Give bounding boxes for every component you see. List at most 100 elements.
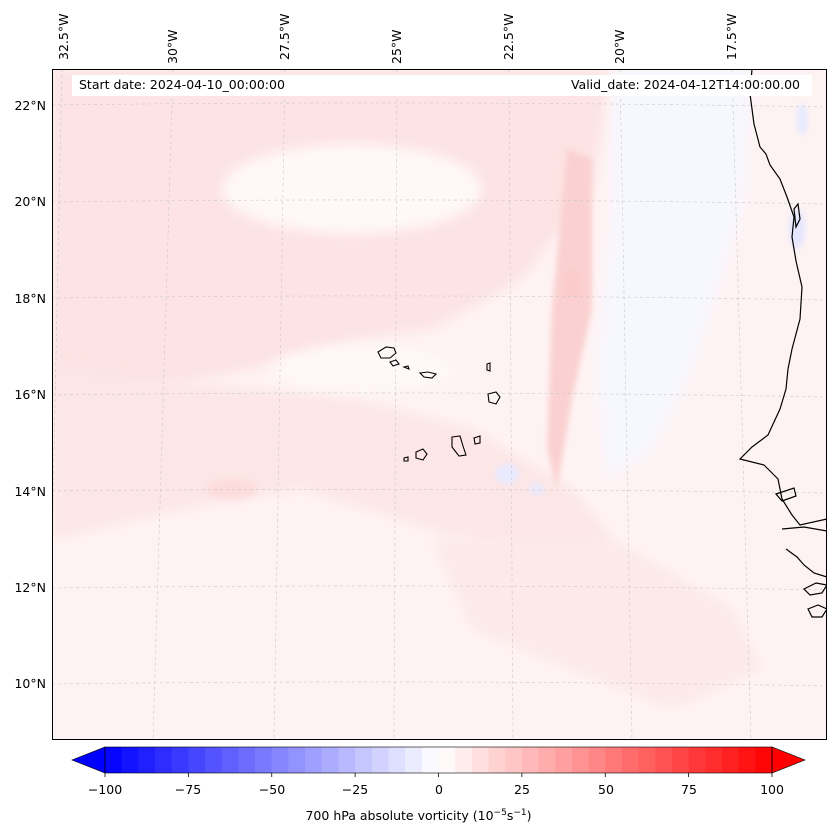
colorbar-swatch [221,747,239,773]
colorbar-swatch [255,747,273,773]
colorbar-swatch [538,747,556,773]
coastline-guinea-bissau [785,548,827,578]
colorbar-swatch [588,747,606,773]
colorbar-swatch [405,747,423,773]
colorbar-swatch [138,747,156,773]
colorbar-label-prefix: 700 hPa absolute vorticity (10 [305,808,494,824]
colorbar-swatch [205,747,223,773]
colorbar-swatch [521,747,539,773]
island-santa-luzia [402,365,410,370]
colorbar-swatch [671,747,690,773]
coastline-gambia [781,526,827,532]
lon-label-22-5w: 22.5°W [501,13,516,60]
colorbar-swatch [421,747,439,773]
positive-band-west [52,369,612,569]
colorbar-swatch [721,747,740,773]
lat-label-18n: 18°N [14,291,46,306]
map-border [52,69,827,740]
coastline-canary-blob [793,202,801,230]
lon-label-25w: 25°W [389,29,404,64]
colorbar-swatch [105,747,123,773]
colorbar-swatch [355,747,373,773]
colorbar-swatch [305,747,323,773]
colorbar-tick-50: 50 [598,782,614,797]
vorticity-shading [52,69,808,709]
colorbar-label-exp1: −5 [493,808,507,818]
island-santo-antao [377,346,397,359]
lat-label-14n: 14°N [14,484,46,499]
island-sao-nicolau [418,371,438,379]
lat-label-22n: 22°N [14,98,46,113]
colorbar-graphic [71,746,806,777]
vorticity-map [52,69,827,740]
island-sao-vicente [389,359,400,367]
africa-coastline [738,69,827,618]
positive-band-north [52,69,612,399]
gridline-lat-12n [52,585,827,591]
colorbar-swatch [288,747,306,773]
colorbar-swatch [471,747,489,773]
gridline-lon-25w [393,69,398,740]
white-patch-mid [272,347,452,391]
positive-band-south [432,539,762,709]
positive-streak-central [547,149,592,489]
colorbar-tick-25: 25 [514,782,530,797]
island-maio [473,435,481,445]
gridline-lon-22-5w [508,69,514,740]
colorbar-swatch [371,747,389,773]
white-patch-north [222,144,482,234]
gridline-lon-20w [619,69,633,740]
lon-label-32-5w: 32.5°W [56,13,71,60]
lon-label-20w: 20°W [612,29,627,64]
island-sal [486,362,491,372]
colorbar-swatch [488,747,506,773]
coastline-senegal-inset [774,487,797,502]
colorbar: −100 −75 −50 −25 0 25 50 75 100 700 hPa … [0,740,837,839]
colorbar-label-mid: s [506,808,514,824]
colorbar-swatch [638,747,656,773]
colorbar-swatch [755,747,773,773]
colorbar-swatch [738,747,756,773]
colorbar-swatch [455,747,473,773]
gridline-lat-22n [52,102,827,108]
colorbar-tick-neg100: −100 [87,782,123,797]
island-boa-vista [487,391,501,405]
colorbar-swatch [271,747,289,773]
colorbar-label-exp2: −1 [513,808,527,818]
colorbar-swatch [688,747,706,773]
gridline-lon-17-5w [731,69,752,740]
colorbar-swatch [705,747,723,773]
gridline-lat-20n [52,199,827,205]
lat-label-16n: 16°N [14,387,46,402]
colorbar-swatch [505,747,523,773]
colorbar-label: 700 hPa absolute vorticity (10−5s−1) [0,808,837,823]
colorbar-swatch [555,747,573,773]
colorbar-swatch [438,747,456,773]
lon-label-27-5w: 27.5°W [277,13,292,60]
colorbar-tick-75: 75 [681,782,697,797]
island-brava [403,456,409,462]
red-patch-1 [564,270,580,298]
neutral-zone-east [597,69,752,479]
colorbar-swatch [338,747,356,773]
valid-date-text: Valid_date: 2024-04-12T14:00:00.00 [570,77,800,92]
colorbar-swatch [171,747,189,773]
gridline-lat-18n [52,295,827,301]
colorbar-swatch [605,747,623,773]
blue-patch-1 [495,464,519,484]
red-patch-2 [207,479,257,499]
colorbar-tick-neg50: −50 [258,782,286,797]
colorbar-swatch [321,747,339,773]
island-santiago [451,435,467,457]
colorbar-swatch [388,747,406,773]
colorbar-swatch [188,747,206,773]
lon-label-30w: 30°W [165,29,180,64]
start-date-text: Start date: 2024-04-10_00:00:00 [79,77,285,92]
gridline-lat-16n [52,392,827,398]
gridline-lat-14n [52,489,827,494]
lat-label-12n: 12°N [14,580,46,595]
colorbar-label-suffix: ) [526,808,532,824]
colorbar-tick-100: 100 [760,782,784,797]
colorbar-tick-0: 0 [435,782,443,797]
map-panel: Start date: 2024-04-10_00:00:00 Valid_da… [52,69,827,740]
